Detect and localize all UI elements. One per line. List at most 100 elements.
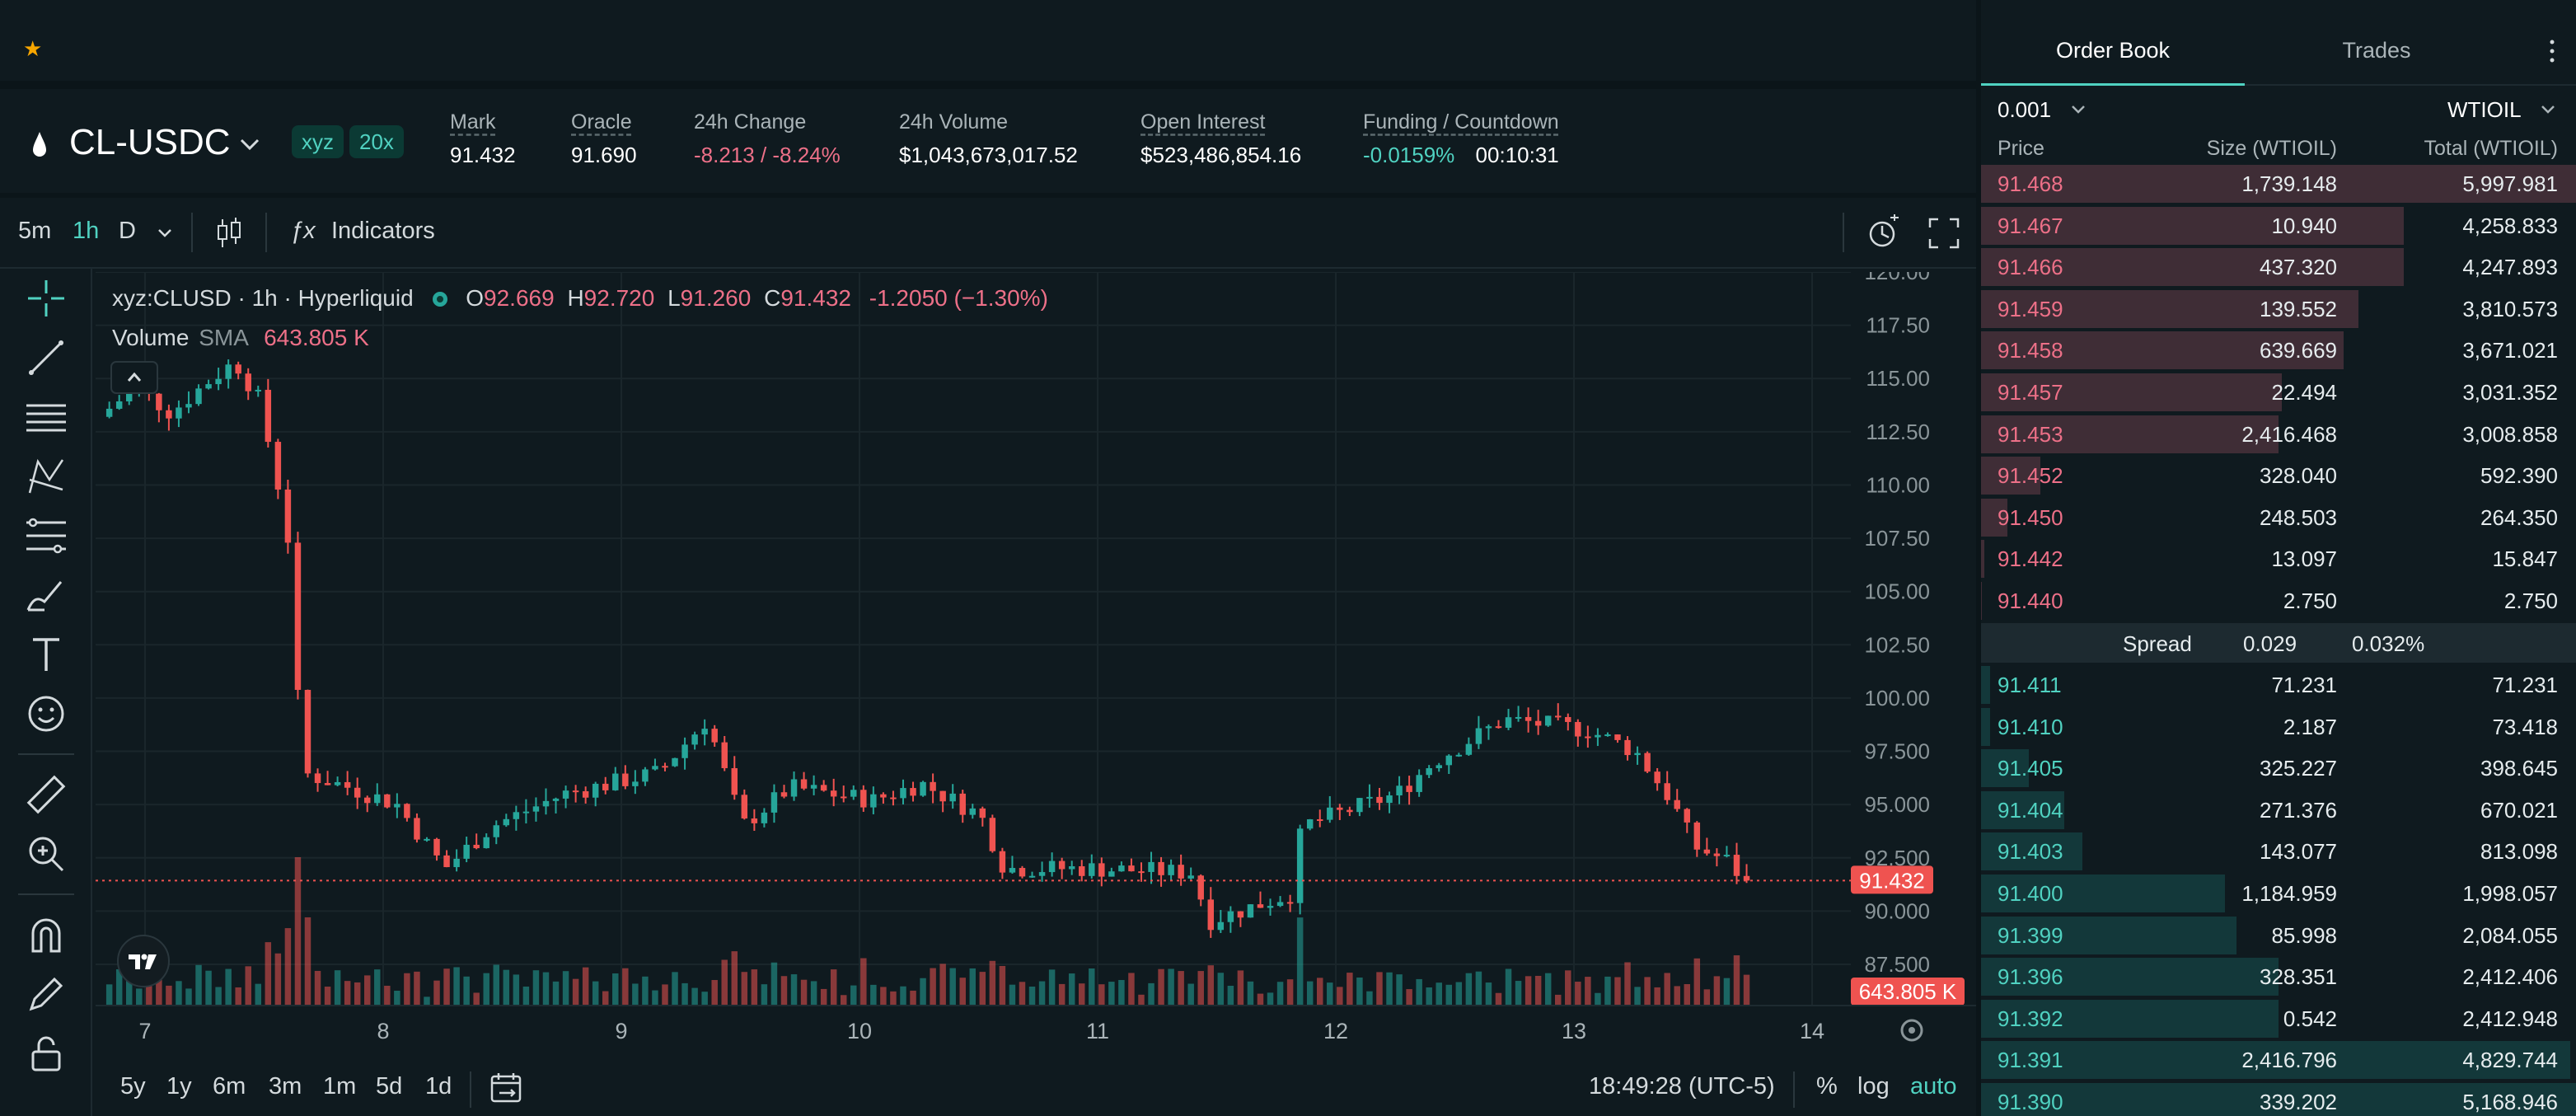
bid-row[interactable]: 91.391 2,416.796 4,829.744	[1981, 1039, 2576, 1081]
brush-icon[interactable]	[25, 574, 68, 617]
log-scale-toggle[interactable]: log	[1857, 1073, 1890, 1100]
range-5d[interactable]: 5d	[376, 1073, 403, 1100]
candle-body	[1227, 911, 1234, 922]
bid-row[interactable]: 91.411 71.231 71.231	[1981, 664, 2576, 706]
tab-order-book[interactable]: Order Book	[1981, 0, 2245, 86]
ask-row[interactable]: 91.458 639.669 3,671.021	[1981, 330, 2576, 371]
candle-body	[1048, 860, 1056, 873]
bid-row[interactable]: 91.396 328.351 2,412.406	[1981, 956, 2576, 997]
calendar-range-icon[interactable]	[489, 1071, 524, 1104]
symbol-selector[interactable]: CL-USDC	[69, 122, 231, 162]
drawing-toolbar	[0, 269, 92, 1116]
ask-row[interactable]: 91.452 328.040 592.390	[1981, 455, 2576, 496]
unit-select[interactable]: WTIOIL	[2447, 97, 2556, 123]
range-6m[interactable]: 6m	[213, 1073, 246, 1100]
ask-row[interactable]: 91.466 437.320 4,247.893	[1981, 246, 2576, 288]
tick-size-select[interactable]: 0.001	[1998, 97, 2087, 123]
lock-icon[interactable]	[25, 1032, 68, 1075]
volume-bar	[691, 987, 698, 1006]
crosshair-icon[interactable]	[25, 277, 68, 320]
star-icon[interactable]: ★	[23, 36, 43, 61]
interval-d[interactable]: D	[119, 218, 136, 244]
row-total: 5,168.946	[2462, 1090, 2558, 1114]
volume-bar	[225, 968, 232, 1006]
bid-row[interactable]: 91.390 339.202 5,168.946	[1981, 1081, 2576, 1116]
fib-icon[interactable]	[25, 514, 68, 557]
oracle-price: 91.690	[571, 143, 637, 167]
auto-scale-toggle[interactable]: auto	[1910, 1073, 1957, 1100]
candle-style-icon[interactable]	[216, 216, 242, 251]
emoji-icon[interactable]	[25, 692, 68, 735]
volume-bar	[1079, 983, 1085, 1006]
horizontal-lines-icon[interactable]	[25, 396, 68, 438]
interval-1h[interactable]: 1h	[73, 218, 100, 244]
row-price: 91.404	[1998, 797, 2063, 823]
candle-body	[542, 800, 550, 807]
bid-row[interactable]: 91.404 271.376 670.021	[1981, 790, 2576, 831]
ask-row[interactable]: 91.457 22.494 3,031.352	[1981, 372, 2576, 413]
range-1y[interactable]: 1y	[166, 1073, 192, 1100]
volume-bar	[126, 968, 133, 1006]
row-total: 3,671.021	[2462, 338, 2558, 363]
clock-time[interactable]: 18:49:28 (UTC-5)	[1589, 1073, 1775, 1100]
range-5y[interactable]: 5y	[120, 1073, 146, 1100]
interval-5m[interactable]: 5m	[18, 218, 52, 244]
range-1d[interactable]: 1d	[425, 1073, 452, 1100]
tab-trades[interactable]: Trades	[2342, 38, 2411, 63]
bid-row[interactable]: 91.400 1,184.959 1,998.057	[1981, 873, 2576, 914]
tradingview-logo-icon[interactable]	[117, 935, 170, 987]
magnet-icon[interactable]	[25, 913, 68, 956]
candle-body	[1058, 860, 1066, 870]
ask-row[interactable]: 91.453 2,416.468 3,008.858	[1981, 414, 2576, 455]
ruler-icon[interactable]	[25, 773, 68, 816]
volume-bar	[1674, 986, 1680, 1006]
range-3m[interactable]: 3m	[269, 1073, 302, 1100]
row-price: 91.391	[1998, 1048, 2063, 1073]
drawing-mode-icon[interactable]	[25, 973, 68, 1015]
ask-row[interactable]: 91.440 2.750 2.750	[1981, 580, 2576, 621]
volume-bar	[1376, 972, 1383, 1006]
volume-bar	[532, 970, 540, 1006]
settings-gear-icon[interactable]	[1909, 1027, 1915, 1034]
settings-gear-icon[interactable]	[1900, 1019, 1923, 1042]
depth-bar	[1981, 248, 2404, 287]
fx-icon[interactable]: ƒx	[290, 218, 316, 244]
trend-line-icon[interactable]	[25, 336, 68, 379]
pattern-icon[interactable]	[25, 455, 68, 498]
candle-body	[503, 818, 510, 826]
ask-row[interactable]: 91.442 13.097 15.847	[1981, 538, 2576, 579]
bid-row[interactable]: 91.405 325.227 398.645	[1981, 748, 2576, 789]
volume-bar	[105, 984, 113, 1006]
volume-bar	[483, 973, 489, 1006]
volume-bar	[1515, 981, 1522, 1006]
row-size: 22.494	[2271, 380, 2337, 405]
indicators-button[interactable]: Indicators	[331, 218, 435, 244]
bid-row[interactable]: 91.392 0.542 2,412.948	[1981, 998, 2576, 1039]
ask-row[interactable]: 91.467 10.940 4,258.833	[1981, 205, 2576, 246]
range-1m[interactable]: 1m	[323, 1073, 357, 1100]
candle-body	[225, 364, 232, 379]
zoom-in-icon[interactable]	[25, 832, 68, 875]
price-alert-icon[interactable]	[1866, 214, 1902, 251]
candle-body	[572, 790, 579, 793]
candle-body	[1178, 865, 1184, 879]
leverage-badge[interactable]: 20x	[349, 125, 404, 158]
bid-row[interactable]: 91.403 143.077 813.098	[1981, 831, 2576, 872]
chevron-down-icon[interactable]	[157, 227, 173, 239]
more-options-icon[interactable]	[2550, 40, 2555, 63]
volume-bar	[1703, 989, 1711, 1006]
ask-row[interactable]: 91.459 139.552 3,810.573	[1981, 288, 2576, 330]
bid-row[interactable]: 91.410 2.187 73.418	[1981, 706, 2576, 748]
collapse-legend-icon[interactable]	[110, 361, 158, 394]
candle-body	[642, 769, 649, 782]
candle-body	[522, 811, 530, 814]
bid-row[interactable]: 91.399 85.998 2,084.055	[1981, 915, 2576, 956]
text-tool-icon[interactable]	[25, 633, 68, 676]
ask-row[interactable]: 91.468 1,739.148 5,997.981	[1981, 163, 2576, 204]
fullscreen-icon[interactable]	[1928, 218, 1960, 249]
percent-scale-toggle[interactable]: %	[1816, 1073, 1838, 1100]
chevron-down-icon[interactable]	[239, 137, 260, 152]
volume-bar	[493, 964, 500, 1006]
price-chart[interactable]: 120.00 117.50 115.00 112.50 110.00 107.50 105.…	[96, 272, 1976, 1116]
ask-row[interactable]: 91.450 248.503 264.350	[1981, 497, 2576, 538]
